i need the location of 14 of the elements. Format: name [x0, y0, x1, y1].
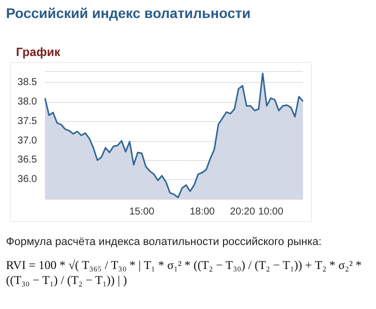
- text: Формула расчёта индекса волатильности российского рынка:: [6, 236, 322, 248]
- y-tick-label: 36.0: [18, 174, 38, 186]
- x-tick-label: 18:00: [190, 206, 216, 218]
- x-tick-label: 15:00: [129, 206, 155, 218]
- chart-title: Российский индекс волатильности: [6, 5, 251, 21]
- y-tick-label: 38.0: [18, 96, 38, 108]
- y-tick-label: 38.5: [18, 77, 38, 88]
- chart-subtitle: График: [16, 45, 60, 59]
- y-tick-label: 37.0: [18, 135, 38, 146]
- x-tick-label: 10:00: [258, 206, 284, 218]
- y-tick-label: 37.5: [18, 116, 38, 127]
- x-tick-label: 20:20: [230, 206, 256, 218]
- text: RVI = 100 * √( T₃₆₅ / T₃₀ * | T₁ * σ₁² * ((T₂ − T₃₀) / (T₂ − T₁)) + T₂ * σ₂² * ((T₃₀ − T₁) / (T₂ − T₁)) | ): [6, 258, 363, 288]
- y-tick-label: 36.5: [18, 154, 38, 166]
